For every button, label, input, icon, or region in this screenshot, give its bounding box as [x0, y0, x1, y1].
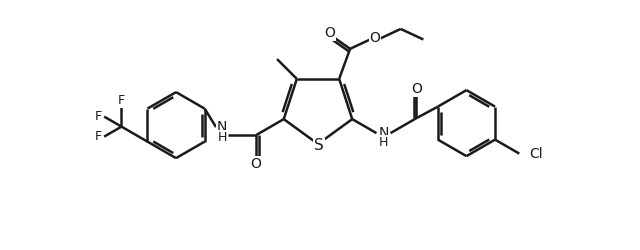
Text: O: O	[251, 157, 262, 171]
Text: S: S	[314, 138, 324, 154]
Text: O: O	[370, 30, 381, 44]
Text: Cl: Cl	[529, 146, 543, 160]
Text: H: H	[218, 130, 227, 143]
Text: O: O	[324, 26, 335, 40]
Text: F: F	[95, 110, 102, 123]
Text: F: F	[118, 94, 125, 107]
Text: N: N	[217, 120, 227, 134]
Text: O: O	[411, 82, 422, 96]
Text: H: H	[379, 136, 388, 148]
Text: N: N	[378, 126, 388, 140]
Text: F: F	[95, 130, 102, 143]
